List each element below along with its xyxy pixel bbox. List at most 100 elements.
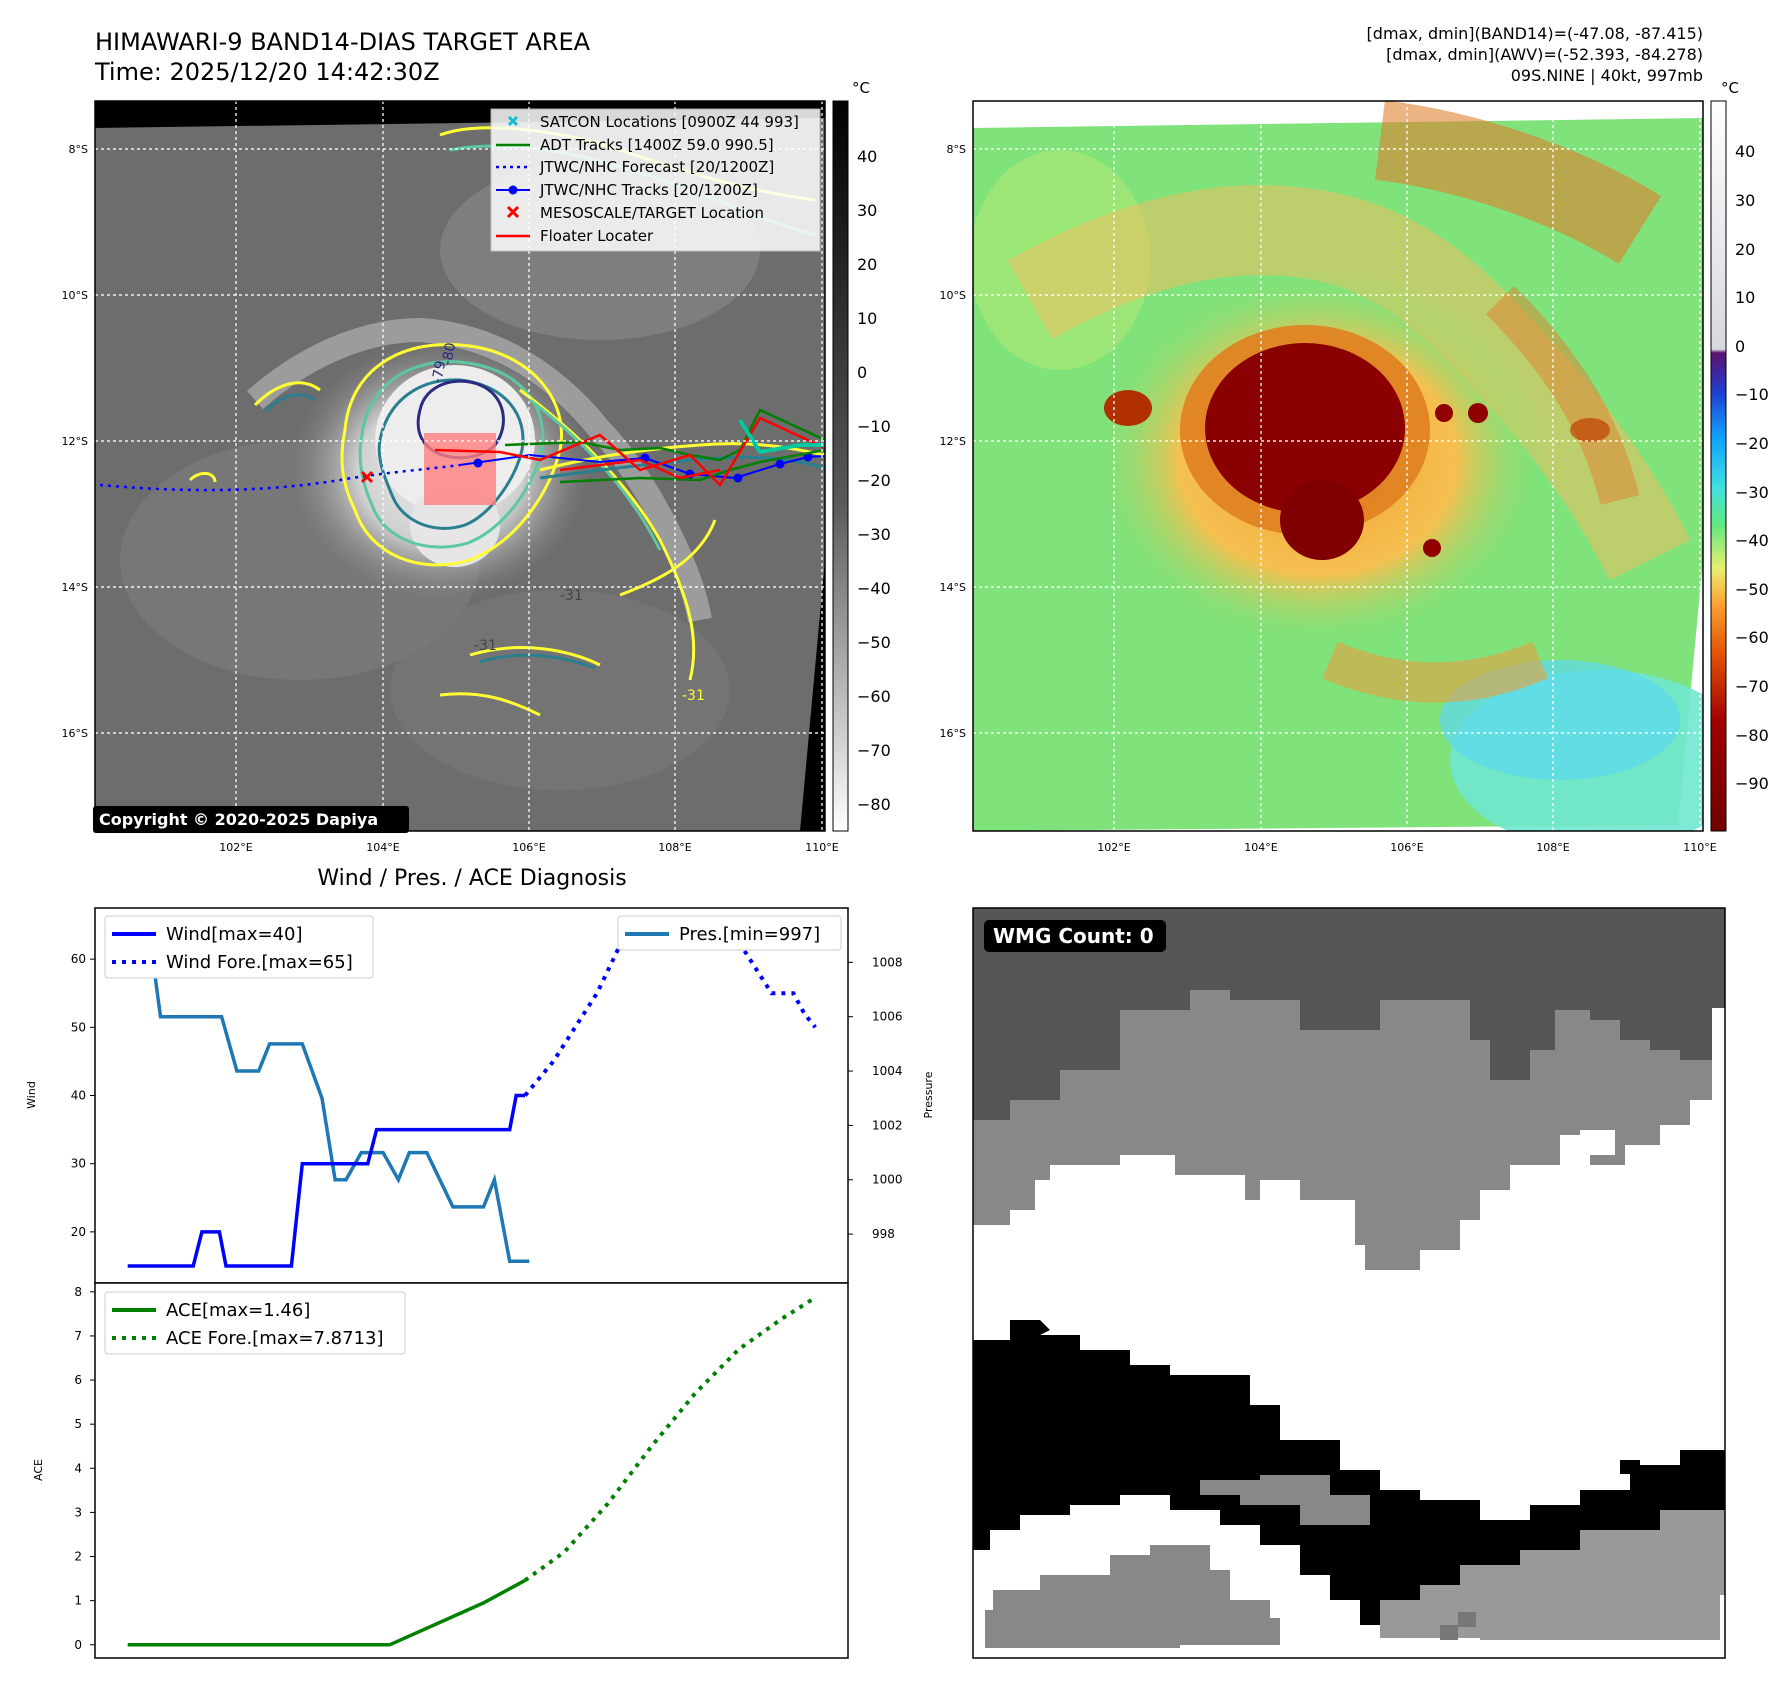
wind-tick-label: 50 xyxy=(71,1020,86,1034)
svg-text:20: 20 xyxy=(1735,240,1755,259)
legend-ace: ACE[max=1.46] xyxy=(166,1300,310,1321)
legend-floater: Floater Locater xyxy=(540,227,654,245)
wind-line xyxy=(127,1093,525,1268)
svg-text:−70: −70 xyxy=(857,741,891,760)
lat-labels-left: 8°S 10°S 12°S 14°S 16°S xyxy=(62,143,88,740)
svg-text:40: 40 xyxy=(857,147,877,166)
diagnosis-title: Wind / Pres. / ACE Diagnosis xyxy=(317,866,626,891)
legend-wind-fore: Wind Fore.[max=65] xyxy=(166,952,353,973)
legend-satcon: SATCON Locations [0900Z 44 993] xyxy=(540,113,799,131)
pressure-tick-label: 1004 xyxy=(872,1064,903,1078)
ace-tick-label: 2 xyxy=(74,1550,82,1564)
legend-ace-fore: ACE Fore.[max=7.8713] xyxy=(166,1328,384,1349)
lon-labels-right: 102°E 104°E 106°E 108°E 110°E xyxy=(1097,841,1716,854)
copyright-text: Copyright © 2020-2025 Dapiya xyxy=(99,810,378,829)
legend-pressure: Pres.[min=997] xyxy=(679,924,820,945)
ace-tick-label: 0 xyxy=(74,1638,82,1652)
wmg-panel: WMG Count: 0 xyxy=(972,907,1726,1659)
ace-tick-label: 1 xyxy=(74,1594,82,1608)
svg-text:104°E: 104°E xyxy=(1244,841,1277,854)
svg-text:-31: -31 xyxy=(682,688,705,704)
svg-text:14°S: 14°S xyxy=(940,581,966,594)
pressure-tick-label: 1000 xyxy=(872,1173,903,1187)
wind-pressure-panel: 20 30 40 50 60 998 1000 1002 1004 1006 1008 Wind … xyxy=(25,907,935,1284)
legend-wind: Wind[max=40] xyxy=(166,924,303,945)
wind-ylabel: Wind xyxy=(25,1081,38,1109)
legend-jtwc-forecast: JTWC/NHC Forecast [20/1200Z] xyxy=(539,158,774,176)
svg-text:10°S: 10°S xyxy=(940,289,966,302)
svg-text:−30: −30 xyxy=(1735,483,1769,502)
svg-text:−80: −80 xyxy=(1735,726,1769,745)
wind-tick-label: 20 xyxy=(71,1225,86,1239)
ace-tick-label: 5 xyxy=(74,1417,82,1431)
legend-meso: MESOSCALE/TARGET Location xyxy=(540,204,764,222)
pressure-ylabel: Pressure xyxy=(922,1071,935,1118)
colorbar-awv-unit: °C xyxy=(1721,79,1739,97)
stats-awv: [dmax, dmin](AWV)=(-52.393, -84.278) xyxy=(1386,45,1703,64)
ace-tick-label: 4 xyxy=(74,1461,82,1475)
ace-axis: 0 1 2 3 4 5 6 7 8 xyxy=(74,1285,95,1652)
svg-text:10: 10 xyxy=(1735,288,1755,307)
lon-labels-left: 102°E 104°E 106°E 108°E 110°E xyxy=(219,841,838,854)
ace-tick-label: 3 xyxy=(74,1505,82,1519)
svg-text:8°S: 8°S xyxy=(947,143,966,156)
wmg-count: WMG Count: 0 xyxy=(993,924,1154,948)
svg-text:108°E: 108°E xyxy=(1536,841,1569,854)
figure-time: Time: 2025/12/20 14:42:30Z xyxy=(94,58,440,86)
legend-adt: ADT Tracks [1400Z 59.0 990.5] xyxy=(540,136,774,154)
svg-text:14°S: 14°S xyxy=(62,581,88,594)
svg-text:-79: -79 xyxy=(429,359,449,384)
wind-tick-label: 40 xyxy=(71,1089,86,1103)
svg-text:102°E: 102°E xyxy=(219,841,252,854)
svg-text:110°E: 110°E xyxy=(805,841,838,854)
svg-text:110°E: 110°E xyxy=(1683,841,1716,854)
wind-legend: Wind[max=40] Wind Fore.[max=65] xyxy=(104,915,374,979)
svg-text:12°S: 12°S xyxy=(940,435,966,448)
svg-text:−60: −60 xyxy=(1735,628,1769,647)
colorbar-awv-ticks: 40 30 20 10 0 −10 −20 −30 −40 −50 −60 −7… xyxy=(1735,142,1769,793)
ace-ylabel: ACE xyxy=(32,1459,45,1481)
svg-text:−10: −10 xyxy=(857,417,891,436)
svg-text:−50: −50 xyxy=(857,633,891,652)
svg-text:30: 30 xyxy=(857,201,877,220)
svg-text:−10: −10 xyxy=(1735,385,1769,404)
svg-text:−20: −20 xyxy=(857,471,891,490)
lat-labels-right: 8°S 10°S 12°S 14°S 16°S xyxy=(940,143,966,740)
pressure-tick-label: 1006 xyxy=(872,1010,903,1024)
svg-text:106°E: 106°E xyxy=(1390,841,1423,854)
svg-text:10: 10 xyxy=(857,309,877,328)
meso-target-marker xyxy=(360,470,374,484)
svg-text:−20: −20 xyxy=(1735,434,1769,453)
figure-title: HIMAWARI-9 BAND14-DIAS TARGET AREA xyxy=(95,28,591,56)
ace-legend: ACE[max=1.46] ACE Fore.[max=7.8713] xyxy=(104,1291,406,1355)
svg-text:-80: -80 xyxy=(439,341,459,366)
pressure-tick-label: 1008 xyxy=(872,955,903,969)
pressure-line xyxy=(127,933,530,1264)
map-legend: SATCON Locations [0900Z 44 993] ADT Trac… xyxy=(490,108,821,252)
svg-text:102°E: 102°E xyxy=(1097,841,1130,854)
pressure-axis: 998 1000 1002 1004 1006 1008 xyxy=(848,955,903,1241)
svg-text:106°E: 106°E xyxy=(512,841,545,854)
svg-text:108°E: 108°E xyxy=(658,841,691,854)
contour-labels: -31 -31 -31 -79 -80 xyxy=(429,341,704,704)
svg-text:20: 20 xyxy=(857,255,877,274)
meso-x-icon xyxy=(506,205,520,219)
colorbar-band14: °C 40 30 20 10 0 −10 −20 −30 −40 −50 −60… xyxy=(832,79,891,832)
svg-text:40: 40 xyxy=(1735,142,1755,161)
svg-text:12°S: 12°S xyxy=(62,435,88,448)
copyright-box xyxy=(93,806,409,833)
satcon-icon xyxy=(507,115,519,127)
svg-text:30: 30 xyxy=(1735,191,1755,210)
svg-text:10°S: 10°S xyxy=(62,289,88,302)
ace-forecast-line xyxy=(523,1295,817,1583)
ace-lines xyxy=(127,1295,817,1647)
svg-text:-31: -31 xyxy=(474,638,497,654)
svg-text:16°S: 16°S xyxy=(62,727,88,740)
svg-text:−90: −90 xyxy=(1735,774,1769,793)
svg-text:−60: −60 xyxy=(857,687,891,706)
ace-line xyxy=(127,1578,526,1647)
svg-text:104°E: 104°E xyxy=(366,841,399,854)
svg-text:−40: −40 xyxy=(1735,531,1769,550)
svg-text:−30: −30 xyxy=(857,525,891,544)
